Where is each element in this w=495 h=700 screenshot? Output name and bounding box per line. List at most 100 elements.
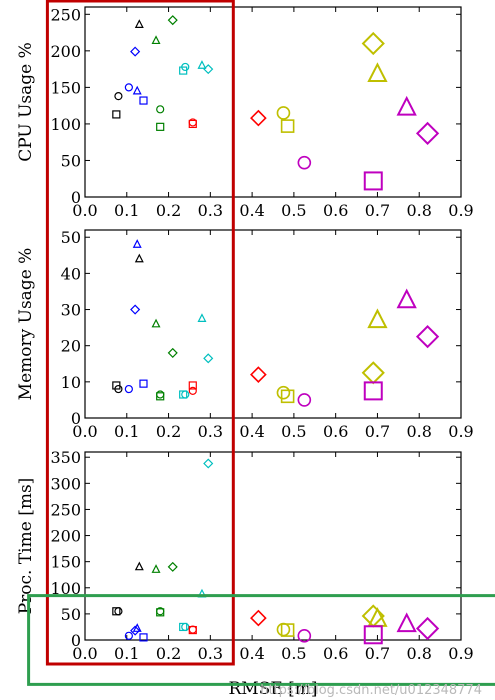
x-tick-label: 0.4: [239, 201, 264, 220]
blue-triangle-marker: [132, 85, 142, 95]
magenta-triangle-marker: [396, 612, 417, 633]
magenta-diamond-marker: [415, 616, 440, 641]
chart-panel-3: 0.0 0.1 0.2 0.3 0.4 0.5 0.6 0.7 0.8 0.9 0 50 100 150 2…: [16, 448, 474, 699]
y-tick-label: 0: [71, 409, 81, 428]
red-diamond-marker: [250, 366, 267, 383]
x-tick-label: 0.7: [365, 201, 390, 220]
black-triangle-marker: [134, 19, 144, 28]
black-circle-marker: [114, 92, 123, 101]
green-diamond-marker: [167, 15, 178, 26]
y-tick-label: 350: [50, 448, 81, 467]
yellow-diamond-marker: [361, 361, 385, 385]
red-diamond-marker: [250, 109, 267, 127]
magenta-triangle-marker: [396, 95, 417, 116]
blue-square-marker: [139, 379, 148, 388]
red-highlight-box: [45, 0, 235, 666]
y-axis-title: Memory Usage %: [16, 248, 36, 401]
blue-triangle-marker: [132, 623, 142, 632]
y-tick-label: 50: [61, 228, 81, 247]
magenta-triangle-marker: [396, 288, 417, 309]
red-square-marker: [188, 119, 197, 129]
cyan-triangle-marker: [197, 60, 207, 69]
blue-diamond-marker: [130, 304, 141, 315]
x-tick-label: 0.7: [365, 644, 390, 663]
y-tick-label: 150: [50, 78, 81, 97]
green-diamond-marker: [167, 561, 178, 572]
y-tick-label: 50: [61, 151, 81, 170]
blue-circle-marker: [124, 631, 133, 640]
magenta-circle-marker: [297, 155, 312, 170]
x-tick-label: 0.2: [156, 422, 181, 441]
green-triangle-marker: [151, 318, 161, 328]
green-circle-marker: [156, 390, 165, 399]
x-tick-label: 0.0: [72, 422, 97, 441]
x-tick-label: 0.6: [323, 644, 348, 663]
red-square-marker: [188, 381, 197, 390]
magenta-circle-marker: [297, 629, 312, 643]
x-tick-label: 0.6: [323, 201, 348, 220]
black-circle-marker: [114, 607, 123, 616]
y-tick-label: 50: [61, 605, 81, 624]
y-tick-label: 40: [61, 264, 81, 283]
x-tick-label: 0.7: [365, 422, 390, 441]
x-tick-label: 0.5: [281, 422, 306, 441]
yellow-square-marker: [280, 623, 295, 637]
x-tick-label: 0.5: [281, 201, 306, 220]
x-tick-label: 0.8: [406, 644, 431, 663]
red-diamond-marker: [250, 609, 267, 627]
magenta-diamond-marker: [415, 325, 440, 349]
green-square-marker: [156, 392, 165, 401]
green-square-marker: [156, 608, 165, 617]
magenta-diamond-marker: [415, 121, 440, 146]
yellow-triangle-marker: [367, 62, 388, 83]
blue-square-marker: [139, 633, 148, 642]
blue-diamond-marker: [130, 625, 141, 636]
yellow-square-marker: [280, 119, 295, 133]
x-tick-label: 0.9: [448, 201, 473, 220]
red-square-marker: [188, 625, 197, 635]
green-square-marker: [156, 122, 165, 131]
watermark-text: https://blog.csdn.net/u012348774: [260, 683, 482, 698]
green-triangle-marker: [151, 35, 161, 45]
chart-panel-1: 0.0 0.1 0.2 0.3 0.4 0.5 0.6 0.7 0.8 0.9 0 50 100 150 2…: [16, 5, 474, 220]
black-triangle-marker: [134, 561, 144, 571]
x-tick-label: 0.3: [198, 422, 223, 441]
green-circle-marker: [156, 105, 165, 114]
x-tick-label: 0.2: [156, 201, 181, 220]
y-tick-label: 200: [50, 527, 81, 546]
red-circle-marker: [188, 386, 197, 395]
yellow-square-marker: [280, 389, 295, 404]
y-tick-label: 250: [50, 500, 81, 519]
y-tick-label: 0: [71, 188, 81, 207]
y-tick-label: 100: [50, 115, 81, 134]
x-tick-label: 0.1: [114, 201, 139, 220]
x-tick-label: 0.4: [239, 422, 264, 441]
cyan-diamond-marker: [203, 458, 214, 469]
x-tick-label: 0.3: [198, 201, 223, 220]
y-tick-label: 20: [61, 337, 81, 356]
x-tick-label: 0.9: [448, 644, 473, 663]
y-tick-label: 100: [50, 579, 81, 598]
blue-circle-marker: [124, 384, 133, 394]
y-tick-label: 150: [50, 553, 81, 572]
yellow-diamond-marker: [361, 31, 385, 56]
x-tick-label: 0.1: [114, 422, 139, 441]
cyan-diamond-marker: [203, 353, 214, 364]
y-axis-title: CPU Usage %: [16, 42, 36, 162]
yellow-circle-marker: [276, 106, 291, 120]
yellow-circle-marker: [276, 622, 291, 637]
x-tick-label: 0.9: [448, 422, 473, 441]
green-triangle-marker: [151, 564, 161, 573]
magenta-circle-marker: [297, 393, 312, 407]
black-square-marker: [112, 110, 121, 119]
plot-frame: [84, 6, 462, 198]
magenta-square-marker: [363, 381, 383, 401]
x-tick-label: 0.6: [323, 422, 348, 441]
y-axis-title: Proc. Time [ms]: [16, 478, 36, 615]
magenta-square-marker: [363, 171, 383, 191]
black-triangle-marker: [134, 253, 144, 263]
plot-frame: [84, 451, 462, 641]
cyan-diamond-marker: [203, 64, 214, 75]
x-tick-label: 0.0: [72, 644, 97, 663]
y-tick-label: 200: [50, 42, 81, 61]
